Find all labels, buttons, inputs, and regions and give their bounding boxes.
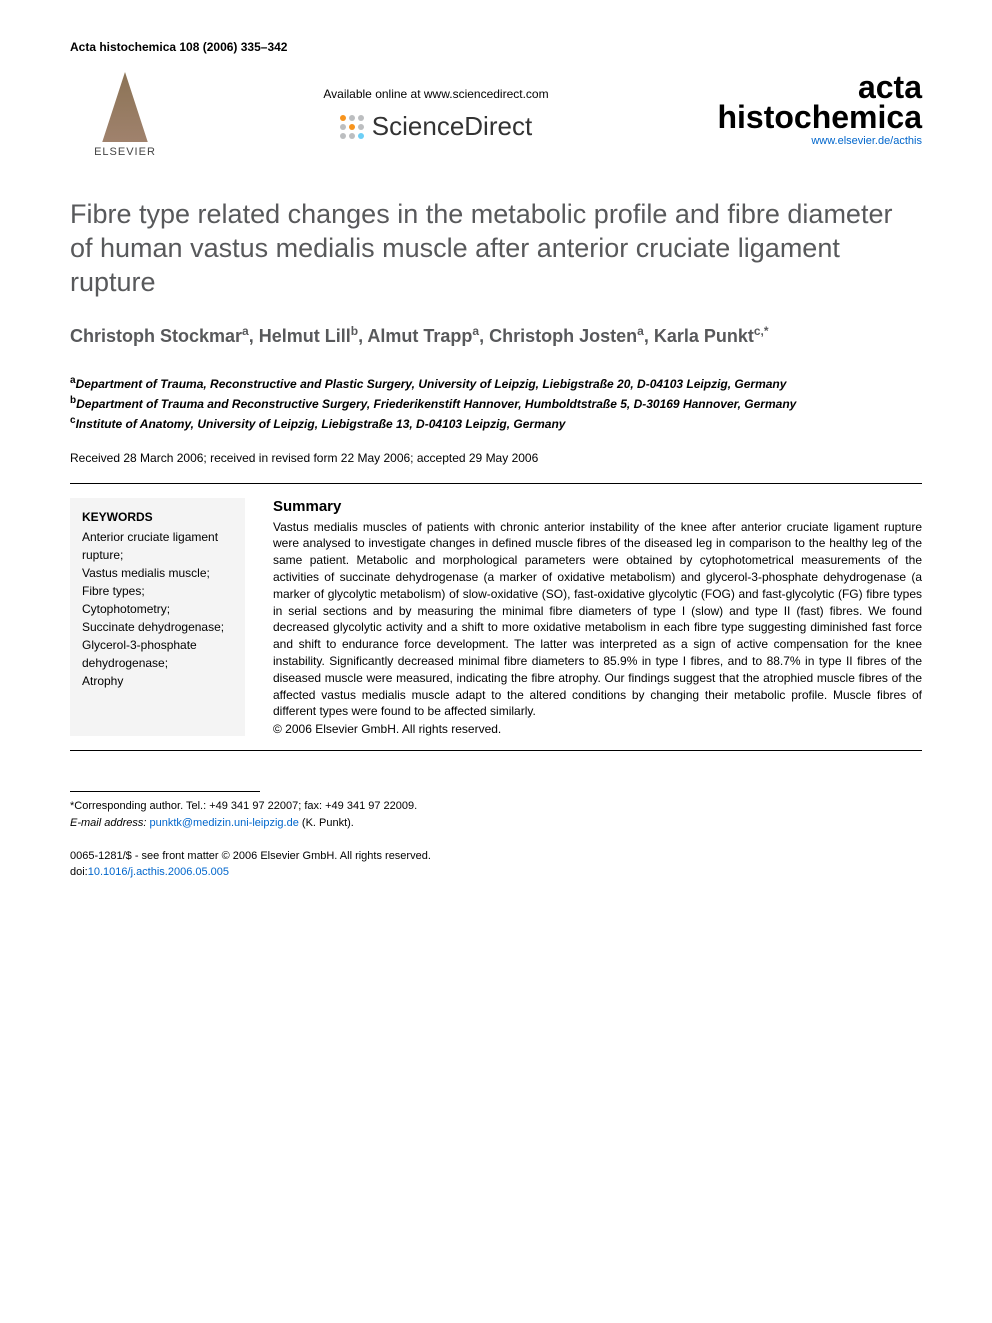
elsevier-label: ELSEVIER [94,146,156,158]
section-divider-top [70,483,922,484]
doi-label: doi: [70,866,88,878]
email-line: E-mail address: punktk@medizin.uni-leipz… [70,815,922,832]
affiliation-item: aDepartment of Trauma, Reconstructive an… [70,373,922,393]
email-attribution: (K. Punkt). [302,817,354,829]
journal-name: acta histochemica [692,72,922,133]
email-label: E-mail address: [70,817,146,829]
article-dates: Received 28 March 2006; received in revi… [70,451,922,465]
available-online-text: Available online at www.sciencedirect.co… [323,87,548,101]
sciencedirect-wordmark: ScienceDirect [372,111,532,142]
authors-list: Christoph Stockmara, Helmut Lillb, Almut… [70,323,922,348]
citation-header: Acta histochemica 108 (2006) 335–342 [70,40,922,54]
sciencedirect-dots-icon [340,115,364,139]
affiliations-block: aDepartment of Trauma, Reconstructive an… [70,373,922,433]
summary-heading: Summary [273,498,922,515]
corresponding-author-block: *Corresponding author. Tel.: +49 341 97 … [70,798,922,831]
summary-column: Summary Vastus medialis muscles of patie… [273,498,922,737]
journal-brand-block: acta histochemica www.elsevier.de/acthis [692,72,922,147]
journal-name-line2: histochemica [717,99,922,135]
elsevier-tree-icon [93,72,158,142]
issn-line: 0065-1281/$ - see front matter © 2006 El… [70,849,922,864]
footer-section: *Corresponding author. Tel.: +49 341 97 … [70,791,922,880]
elsevier-logo-block: ELSEVIER [70,72,180,158]
corresponding-author-line: *Corresponding author. Tel.: +49 341 97 … [70,798,922,815]
affiliation-item: bDepartment of Trauma and Reconstructive… [70,393,922,413]
publisher-header-row: ELSEVIER Available online at www.science… [70,72,922,158]
doi-line: doi:10.1016/j.acthis.2006.05.005 [70,865,922,880]
summary-text: Vastus medialis muscles of patients with… [273,519,922,721]
affiliation-item: cInstitute of Anatomy, University of Lei… [70,413,922,433]
sciencedirect-logo: ScienceDirect [323,111,548,142]
keywords-summary-row: KEYWORDS Anterior cruciate ligament rupt… [70,498,922,737]
article-title: Fibre type related changes in the metabo… [70,198,922,299]
journal-url[interactable]: www.elsevier.de/acthis [692,135,922,147]
section-divider-bottom [70,750,922,751]
issn-doi-block: 0065-1281/$ - see front matter © 2006 El… [70,849,922,880]
keywords-list: Anterior cruciate ligament rupture; Vast… [82,528,233,690]
sciencedirect-block: Available online at www.sciencedirect.co… [323,72,548,142]
summary-copyright: © 2006 Elsevier GmbH. All rights reserve… [273,722,922,736]
keywords-box: KEYWORDS Anterior cruciate ligament rupt… [70,498,245,737]
footnote-rule [70,791,260,792]
keywords-heading: KEYWORDS [82,508,233,526]
email-address[interactable]: punktk@medizin.uni-leipzig.de [149,817,298,829]
doi-link[interactable]: 10.1016/j.acthis.2006.05.005 [88,866,229,878]
